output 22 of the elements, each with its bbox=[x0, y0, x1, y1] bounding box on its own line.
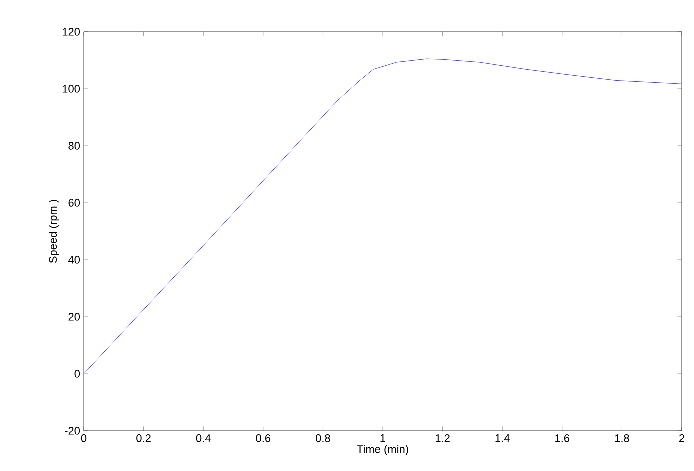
x-axis-title: Time (min) bbox=[357, 445, 408, 456]
x-tick-label: 1.2 bbox=[436, 434, 450, 442]
x-tick-label: 2 bbox=[679, 434, 685, 442]
line-series bbox=[84, 58, 682, 374]
y-axis-title: Speed (rpm ) bbox=[49, 200, 60, 264]
x-tick-label: 0.2 bbox=[136, 434, 151, 442]
x-tick-label: 1 bbox=[380, 434, 386, 442]
x-tick-label: 0.4 bbox=[196, 434, 211, 442]
x-tick-label: 0 bbox=[81, 434, 87, 442]
x-tick-label: 1.8 bbox=[615, 434, 630, 442]
x-tick-label: 0.8 bbox=[316, 434, 330, 442]
y-tick-label: -20 bbox=[65, 427, 80, 435]
x-tick-label: 1.6 bbox=[556, 434, 570, 442]
y-tick-label: 100 bbox=[62, 85, 80, 93]
y-tick-label: 120 bbox=[62, 28, 80, 36]
y-tick-label: 20 bbox=[68, 313, 80, 321]
y-tick-label: 80 bbox=[68, 142, 80, 150]
x-tick-label: 1.4 bbox=[496, 434, 510, 442]
y-tick-label: 60 bbox=[68, 199, 80, 207]
x-tick-label: 0.6 bbox=[256, 434, 271, 442]
y-tick-label: 40 bbox=[68, 256, 80, 264]
y-tick-label: 0 bbox=[74, 370, 80, 378]
